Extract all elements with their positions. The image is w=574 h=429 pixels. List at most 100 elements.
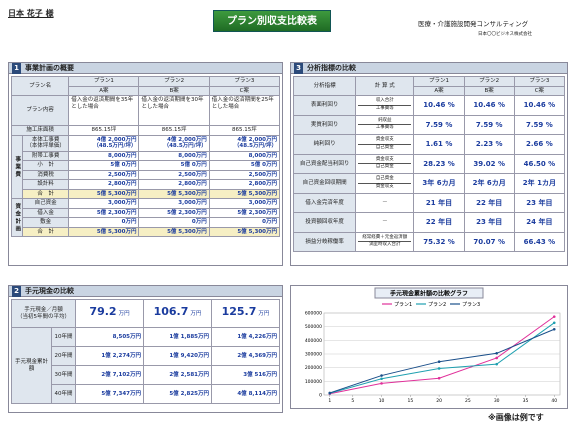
cell-text: 2年 6カ月 (472, 179, 506, 187)
cell: 借入金の返済期間を30年とした場合 (138, 95, 210, 126)
cell: 純利回り (292, 134, 357, 155)
row: 自己資金回収期間 自己資金 資金収支 3年 6カ月 2年 6カ月 2年 1カ月 (292, 173, 566, 194)
cell: 2億 7,102万円 (75, 365, 144, 385)
cell: 5億 2,825万円 (143, 384, 212, 404)
cell-text: 2,500万円 (248, 171, 277, 178)
cell-text: 23 年目 (526, 198, 553, 207)
cell-text: （本体坪単価） (26, 143, 65, 149)
point (495, 356, 498, 360)
cell-text: 資金収支 (358, 157, 412, 165)
cell: 22 年目 (413, 212, 465, 233)
cell-text: 865.15坪 (161, 127, 187, 133)
cell-text: 865.15坪 (91, 127, 117, 133)
cell: 損益分岐稼働率 (292, 231, 357, 252)
cell-text: 5億 5,300万円 (237, 190, 277, 197)
cell: 分析指標 (292, 76, 357, 96)
cell: 設計料 (22, 179, 70, 190)
x-tick-label: 30 (494, 398, 500, 404)
cell-text: 4億 2,000万円 (167, 136, 207, 143)
unit: 万円 (118, 311, 130, 318)
cell: 小 計 (22, 160, 70, 171)
cell: 借入金完済年度 (292, 192, 357, 213)
cell-text: 手元現金累計額 (14, 359, 48, 372)
cell: 10年間 (51, 327, 76, 347)
cell-text: 5億 5,300万円 (167, 228, 207, 235)
cell: 0万円 (68, 217, 140, 228)
cell: A案 (68, 85, 140, 96)
cell-text: 5億 2,825万円 (169, 390, 209, 397)
cell-text: 10.46 % (423, 101, 455, 109)
cell-text: 5億 2,300万円 (96, 209, 137, 216)
cell-text: 消費税 (37, 171, 54, 178)
cell-text: 5億 7,347万円 (101, 390, 141, 397)
cell-text: C案 (534, 87, 545, 94)
row: 分析指標 計 算 式 プラン1 プラン2 プラン3 (292, 76, 566, 96)
cell-text: 8,000万円 (178, 152, 207, 159)
cell: 収入合計 工事費等 (355, 95, 415, 116)
cell-text: 1億 1,885万円 (169, 333, 209, 340)
cell-text: 46.50 % (523, 159, 556, 168)
cell-text: 附帯工事費 (31, 152, 60, 159)
cell-text: （当初5年間の平均） (17, 313, 70, 320)
cell-text: 2億 4,369万円 (237, 352, 277, 359)
cell-text: 自己資金 (358, 176, 412, 184)
legend-label: プラン3 (462, 302, 480, 308)
cell-text: プラン内容 (26, 107, 54, 114)
cell-text: プラン2 (479, 78, 500, 84)
cell: 2億 4,369万円 (211, 346, 280, 366)
cell-text: （48.5万円/坪） (233, 143, 277, 149)
cell: 自己資金配当利回り (292, 153, 357, 174)
cell-text: — (382, 199, 388, 205)
cell-text: C案 (239, 87, 250, 94)
cell-text: 5億 0万円 (110, 162, 137, 168)
cell: 手元現金／月額 （当初5年間の平均） (11, 299, 76, 328)
x-tick-label: 1 (328, 398, 331, 404)
table-body: 分析指標 計 算 式 プラン1 プラン2 プラン3 A案 B案 C案 表面利回り 収入合計 工事費等… (292, 76, 566, 252)
cell: 5億 5,300万円 (138, 188, 210, 199)
cell: 1億 9,420万円 (143, 346, 212, 366)
cell: プラン3 (208, 76, 281, 87)
cell-text: 7.59 % (526, 120, 553, 129)
cell-text: 1億 2,274万円 (101, 352, 141, 359)
cell: 経常経費＋元金返済額 満室時収入合計 (355, 231, 415, 252)
cell: 2,800万円 (68, 179, 140, 190)
row: 手元現金累計額 10年間 8,505万円 1億 1,885万円 1億 4,226万円 (11, 327, 280, 404)
row: A案 B案 C案 (12, 85, 281, 96)
cell-text: 純利回り (313, 141, 336, 147)
cell: 5億 0万円 (208, 160, 281, 171)
x-tick-label: 15 (407, 398, 413, 404)
cell: 10.46 % (463, 95, 515, 116)
cell-text: 3,000万円 (108, 200, 137, 206)
customer: 日本 花子 様 (8, 9, 54, 18)
cell-text: 手元現金／月額 (24, 307, 63, 313)
row: 実質利回り 純収益 工事費等 7.59 % 7.59 % 7.59 % (292, 114, 566, 135)
table-body: 手元現金／月額 （当初5年間の平均） 79.2 万円 106.7 万円 125.7 万円 手元現… (11, 299, 280, 404)
cell: 自己資金 (22, 198, 70, 209)
row: 小 計 5億 0万円 5億 0万円 5億 0万円 (12, 160, 281, 171)
cell-text: 収入合計 (358, 98, 412, 106)
cell: プラン3 (513, 76, 566, 87)
row: 施工床面積 865.15坪 865.15坪 865.15坪 (10, 125, 281, 136)
cell: 自己資金回収期間 (292, 173, 357, 194)
cell: 3,000万円 (208, 198, 281, 209)
cell-text: 8,000万円 (108, 152, 137, 159)
cell: 5億 0万円 (68, 160, 140, 171)
cell: 3年 6カ月 (413, 173, 465, 194)
y-tick-label: 400000 (305, 338, 322, 344)
row: 投資額回収年度 — 22 年目 23 年目 24 年目 (292, 212, 566, 233)
cell: 表面利回り (292, 95, 357, 116)
cell: 5億 0万円 (138, 160, 210, 171)
cell: 計 算 式 (355, 76, 415, 96)
section-2: 2 手元現金の比較 手元現金／月額 （当初5年間の平均） 79.2 万円 106.7 万円 1… (8, 285, 283, 413)
cell-text: 投資額回収年度 (305, 219, 344, 225)
cell-text: 3,000万円 (248, 200, 277, 206)
cell: 28.23 % (413, 153, 465, 174)
section-heading: 3 分析指標の比較 (291, 63, 567, 74)
cell-text: 借入金の返済期間を30年とした場合 (141, 97, 204, 110)
row: 事業費 本体工事費 （本体坪単価） 4億 2,000万円 （48.5万円/坪） 4億 2,… (10, 134, 281, 199)
point (495, 362, 498, 366)
cell: 2,500万円 (138, 169, 210, 180)
cell: プラン1 (68, 76, 140, 87)
cell-text: 純収益 (358, 118, 412, 126)
